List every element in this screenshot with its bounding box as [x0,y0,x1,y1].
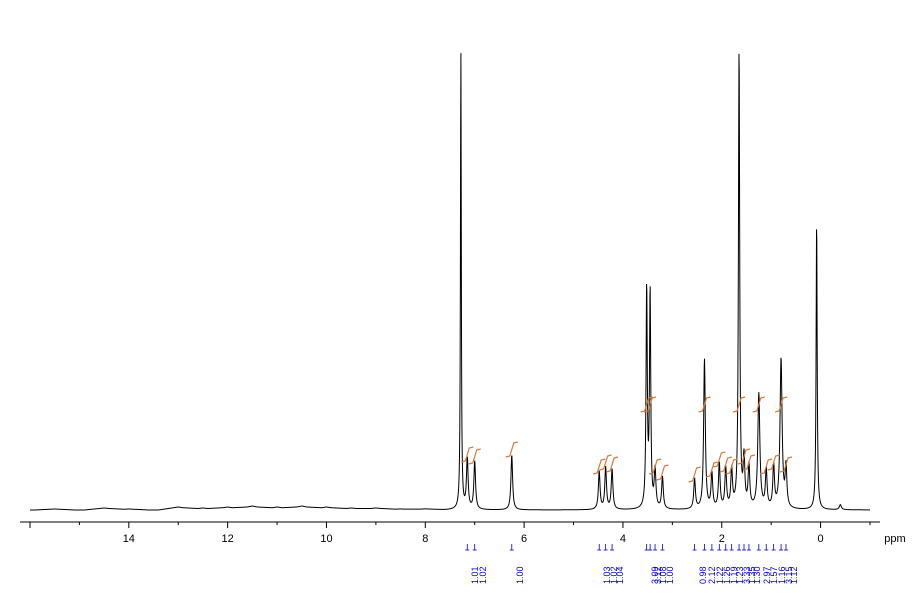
svg-text:ppm: ppm [884,533,905,545]
svg-text:8: 8 [422,533,428,545]
integral-value: 1.30 [752,566,762,584]
svg-text:4: 4 [620,533,626,545]
nmr-spectrum-container: 14121086420ppm 1.011.021.001.031.021.043… [0,0,920,607]
svg-text:14: 14 [123,533,135,545]
nmr-spectrum-plot: 14 12 10 8 6 4 2 0 ppm [0,0,920,607]
integral-value: 1.04 [615,566,625,584]
integral-value: 1.02 [478,566,488,584]
svg-text:6: 6 [521,533,527,545]
svg-text:2: 2 [719,533,725,545]
svg-text:12: 12 [222,533,234,545]
svg-text:0: 0 [818,533,824,545]
svg-text:10: 10 [320,533,332,545]
integral-value: 1.00 [665,566,675,584]
integral-value: 1.12 [789,566,799,584]
integral-value: 1.00 [515,566,525,584]
